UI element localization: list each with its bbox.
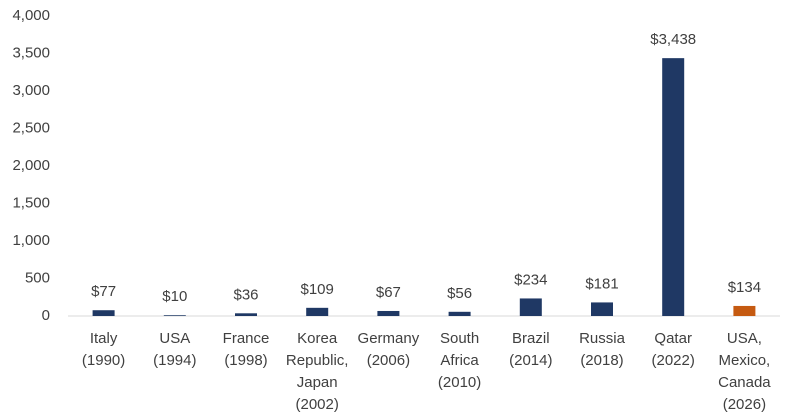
x-tick-label: USA (1994) [153,330,197,369]
y-tick-label: 1,500 [12,194,50,211]
bar [163,315,186,316]
y-tick-label: 3,500 [12,44,50,61]
bar [235,313,257,316]
value-label: $234 [514,271,547,288]
bar [92,310,115,316]
x-tick-label: Russia (2018) [579,330,625,369]
bar [448,311,471,316]
y-tick-label: 4,000 [12,7,50,24]
value-label: $56 [447,285,472,302]
y-tick-label: 0 [42,307,50,324]
y-tick-label: 1,000 [12,232,50,249]
bar [591,302,613,316]
bar [662,58,685,317]
value-label: $77 [91,283,116,300]
value-label: $67 [376,284,401,301]
x-tick-label: Germany (2006) [357,330,420,369]
bar [306,307,329,316]
x-tick-label: Italy (1990) [81,330,126,369]
value-label: $109 [301,281,334,298]
bar [377,310,400,316]
x-tick-label: Brazil (2014) [509,330,553,369]
value-label: $181 [585,275,618,292]
x-tick-label: South Africa (2010) [437,330,482,391]
x-tick-label: USA, Mexico, Canada (2026) [718,330,771,413]
y-tick-label: 500 [25,269,50,286]
bar [733,305,756,316]
y-tick-label: 2,500 [12,119,50,136]
value-label: $3,438 [650,31,696,48]
value-label: $36 [233,286,258,303]
bar [519,298,542,316]
value-label: $10 [162,288,187,305]
value-label: $134 [728,279,761,296]
x-tick-label: Korea Republic, Japan (2002) [285,330,349,413]
y-tick-label: 2,000 [12,157,50,174]
y-tick-label: 3,000 [12,82,50,99]
x-tick-label: Qatar (2022) [651,330,695,369]
x-tick-label: France (1998) [222,330,270,369]
